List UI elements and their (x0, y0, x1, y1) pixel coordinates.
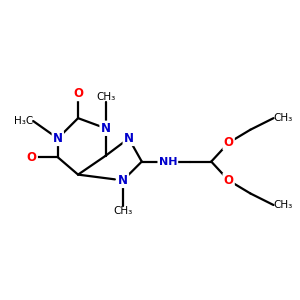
Text: O: O (73, 87, 83, 100)
Text: O: O (27, 151, 37, 164)
Text: NH: NH (159, 157, 177, 166)
Text: CH₃: CH₃ (274, 113, 293, 123)
Text: N: N (53, 132, 63, 145)
Text: O: O (224, 174, 234, 187)
Text: N: N (118, 174, 128, 187)
Text: CH₃: CH₃ (113, 206, 133, 217)
Text: O: O (224, 136, 234, 149)
Text: H₃C: H₃C (14, 116, 33, 126)
Text: N: N (124, 132, 134, 145)
Text: N: N (100, 122, 111, 135)
Text: CH₃: CH₃ (96, 92, 115, 102)
Text: CH₃: CH₃ (274, 200, 293, 210)
